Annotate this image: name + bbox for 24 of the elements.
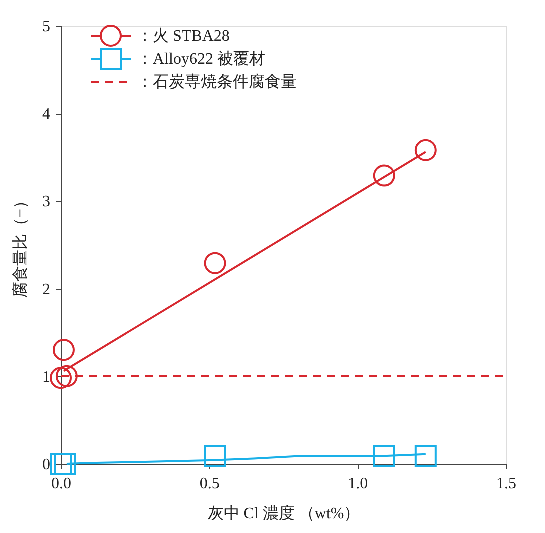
x-tick-label: 1.0: [348, 476, 368, 492]
x-axis-title: 灰中 Cl 濃度 （wt%）: [208, 504, 360, 522]
point: [414, 445, 437, 468]
point: [204, 445, 226, 468]
legend-label: ：石炭専焼条件腐食量: [137, 73, 297, 91]
y-tick-label: 3: [42, 194, 50, 211]
point: [373, 164, 396, 187]
point: [52, 339, 75, 362]
point: [204, 252, 226, 274]
point: [56, 365, 78, 388]
y-tick-label: 5: [42, 18, 50, 36]
point: [373, 445, 396, 468]
point: [414, 139, 437, 162]
x-tick-label: 1.5: [496, 476, 516, 492]
point: [50, 367, 72, 390]
y-tick-label: 2: [42, 281, 50, 298]
x-tick-label: 0.5: [200, 476, 220, 492]
y-tick-label: 4: [42, 106, 50, 124]
x-tick-label: 0.0: [52, 476, 72, 492]
y-axis-title: 腐食量比（−）: [12, 192, 30, 298]
legend-label: ：火 STBA28: [137, 27, 230, 45]
legend-label: ：Alloy622 被覆材: [137, 50, 266, 68]
y-tick-label: 1: [42, 368, 50, 386]
y-tick-label: 0: [42, 456, 50, 474]
